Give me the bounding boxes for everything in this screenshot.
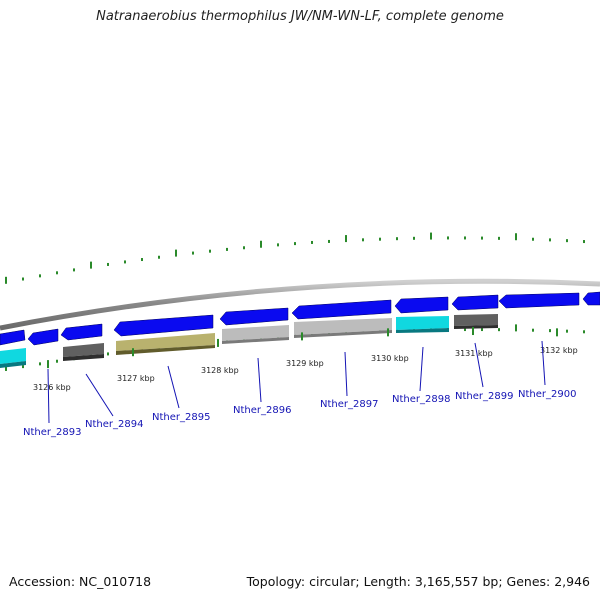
gene-block-light-gray-shade xyxy=(222,337,289,344)
gene-labels: Nther_2893 Nther_2894 Nther_2895 Nther_2… xyxy=(23,389,576,438)
gene-block-cyan-shade xyxy=(0,361,26,368)
gene-label[interactable]: Nther_2893 xyxy=(23,427,81,438)
gene-block-cyan[interactable] xyxy=(396,316,449,330)
gene-block-dark-gray[interactable] xyxy=(454,314,498,326)
gene-arrow[interactable] xyxy=(27,328,59,346)
leader-line xyxy=(47,368,50,424)
gene-arrow[interactable] xyxy=(113,314,214,337)
leader-line xyxy=(85,373,114,417)
gene-arrow[interactable] xyxy=(0,329,26,346)
leader-line xyxy=(167,365,180,409)
gene-block-dark-gray[interactable] xyxy=(63,343,104,357)
gene-block-olive-shade xyxy=(116,345,215,355)
tick-label: 3132 kbp xyxy=(540,346,578,355)
tick-label: 3129 kbp xyxy=(286,359,324,368)
accession-text: Accession: NC_010718 xyxy=(9,574,152,589)
genome-backbone xyxy=(0,278,600,331)
gene-block-dark-gray-shade xyxy=(454,325,498,329)
gene-label[interactable]: Nther_2899 xyxy=(455,391,513,402)
gene-arrow[interactable] xyxy=(394,296,449,314)
gene-label-leaders xyxy=(47,340,546,424)
gene-arrow[interactable] xyxy=(498,292,580,309)
leader-line xyxy=(344,351,348,397)
tick-label: 3130 kbp xyxy=(371,354,409,363)
map-title: Natranaerobius thermophilus JW/NM-WN-LF,… xyxy=(96,9,504,24)
gene-block-cyan[interactable] xyxy=(0,348,26,364)
gene-label[interactable]: Nther_2895 xyxy=(152,412,210,423)
gene-label[interactable]: Nther_2898 xyxy=(392,394,450,405)
tick-label: 3131 kbp xyxy=(455,349,493,358)
tick-label: 3128 kbp xyxy=(201,366,239,375)
forward-strand-genes xyxy=(0,291,600,346)
gene-label[interactable]: Nther_2900 xyxy=(518,389,576,400)
gene-label[interactable]: Nther_2896 xyxy=(233,405,291,416)
gene-arrow[interactable] xyxy=(582,291,600,306)
gene-arrow[interactable] xyxy=(60,323,103,341)
gene-block-cyan-shade xyxy=(396,328,449,333)
position-axis-ticks xyxy=(47,327,558,369)
gene-block-dark-gray-shade xyxy=(63,354,104,361)
gene-label[interactable]: Nther_2897 xyxy=(320,399,378,410)
gene-arrow[interactable] xyxy=(291,299,392,320)
leader-line xyxy=(541,340,546,386)
gene-arrow[interactable] xyxy=(451,294,499,311)
gc-content-ticks xyxy=(5,232,585,284)
axis-tick-labels: 3126 kbp 3127 kbp 3128 kbp 3129 kbp 3130… xyxy=(33,346,578,392)
tick-label: 3126 kbp xyxy=(33,383,71,392)
leader-line xyxy=(419,346,424,392)
gene-arrow[interactable] xyxy=(219,307,289,326)
tick-label: 3127 kbp xyxy=(117,374,155,383)
leader-line xyxy=(474,342,484,388)
gene-block-light-gray-shade xyxy=(294,330,392,338)
reverse-strand-genes xyxy=(0,314,498,368)
leader-line xyxy=(257,357,262,403)
gene-label[interactable]: Nther_2894 xyxy=(85,419,143,430)
genome-summary-text: Topology: circular; Length: 3,165,557 bp… xyxy=(246,574,590,589)
gene-block-light-gray[interactable] xyxy=(294,318,392,335)
gene-block-light-gray[interactable] xyxy=(222,325,289,341)
